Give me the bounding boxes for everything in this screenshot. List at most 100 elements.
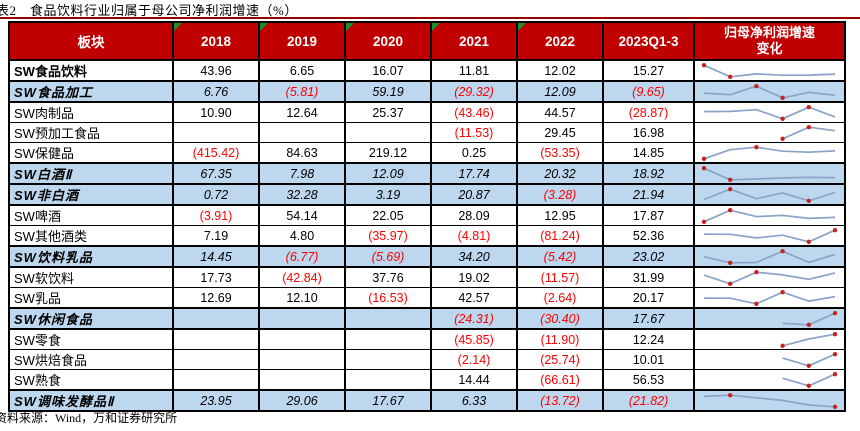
value-cell: (11.57) (516, 266, 604, 288)
value-cell: 21.94 (602, 183, 695, 206)
sparkline-extreme-marker (701, 156, 707, 161)
corner-triangle-icon (261, 24, 268, 31)
sparkline-cell (693, 328, 846, 350)
sparkline-extreme-marker (701, 165, 707, 170)
sparkline-extreme-marker (780, 289, 785, 294)
row-label-cell: SW肉制品 (8, 101, 174, 123)
trend-sparkline (782, 371, 838, 388)
table-title: 表2 食品饮料行业归属于母公司净利润增速（%） (0, 3, 298, 18)
value-cell: 17.74 (430, 162, 518, 185)
sparkline-cell (693, 266, 846, 288)
sparkline-extreme-marker (806, 383, 811, 388)
table-row: SW乳品 12.69 12.10 (16.53) 42.57 (2.64) 20.17 (8, 287, 846, 309)
value-cell: (24.31) (430, 307, 518, 330)
sparkline-extreme-marker (728, 207, 733, 212)
value-cell: 15.27 (602, 59, 695, 82)
table-row: SW食品加工 6.76 (5.81) 59.19 (29.32) 12.09 (9.65) (8, 80, 846, 103)
sparkline-extreme-marker (806, 239, 811, 244)
value-cell (172, 349, 260, 370)
value-cell: 84.63 (258, 142, 346, 164)
column-header-3: 2020 (344, 21, 432, 61)
sparkline-cell (693, 307, 846, 330)
value-cell (172, 328, 260, 350)
table-row: SW烘焙食品 (2.14) (25.74) 10.01 (8, 349, 846, 370)
value-cell (344, 122, 432, 143)
value-cell: 7.19 (172, 225, 260, 247)
sparkline-extreme-marker (780, 95, 785, 100)
value-cell: (415.42) (172, 142, 260, 164)
value-cell: (29.32) (430, 80, 518, 103)
table-body: SW食品饮料 43.96 6.65 16.07 11.81 12.02 15.27 SW食品加… (8, 59, 846, 412)
value-cell: (21.82) (602, 389, 695, 412)
table-row: SW白酒Ⅱ 67.35 7.98 12.09 17.74 20.32 18.92 (8, 162, 846, 185)
value-cell: 29.45 (516, 122, 604, 143)
sparkline-extreme-marker (728, 260, 733, 265)
value-cell: (5.42) (516, 245, 604, 268)
trend-sparkline (701, 207, 836, 224)
sparkline-extreme-marker (728, 392, 733, 397)
value-cell: 10.90 (172, 101, 260, 123)
value-cell: (35.97) (344, 225, 432, 247)
value-cell: (28.87) (602, 101, 695, 123)
value-cell: (25.74) (516, 349, 604, 370)
value-cell: 17.73 (172, 266, 260, 288)
value-cell: 31.99 (602, 266, 695, 288)
table-row: SW预加工食品 (11.53) 29.45 16.98 (8, 122, 846, 143)
value-cell: (2.14) (430, 349, 518, 370)
trend-sparkline (701, 62, 836, 79)
value-cell: 56.53 (602, 369, 695, 391)
row-label-cell: SW啤酒 (8, 204, 174, 226)
sparkline-cell (693, 122, 846, 143)
value-cell: 17.67 (344, 389, 432, 412)
value-cell: 17.87 (602, 204, 695, 226)
sparkline-extreme-marker (806, 104, 811, 109)
value-cell (344, 349, 432, 370)
table-row: SW啤酒 (3.91) 54.14 22.05 28.09 12.95 17.87 (8, 204, 846, 226)
corner-triangle-icon (433, 24, 440, 31)
value-cell (258, 122, 346, 143)
value-cell: 23.02 (602, 245, 695, 268)
value-cell (344, 369, 432, 391)
trend-sparkline (782, 310, 838, 327)
value-cell: 12.10 (258, 287, 346, 309)
sparkline-extreme-marker (728, 281, 733, 286)
value-cell: 20.32 (516, 162, 604, 185)
value-cell: 6.65 (258, 59, 346, 82)
value-cell: 54.14 (258, 204, 346, 226)
value-cell: 34.20 (430, 245, 518, 268)
table-row: SW零食 (45.85) (11.90) 12.24 (8, 328, 846, 350)
value-cell (258, 307, 346, 330)
row-label-cell: SW食品饮料 (8, 59, 174, 82)
row-label-cell: SW调味发酵品Ⅱ (8, 389, 174, 412)
sparkline-cell (693, 162, 846, 185)
row-label-cell: SW烘焙食品 (8, 349, 174, 370)
value-cell: 14.44 (430, 369, 518, 391)
value-cell: (43.46) (430, 101, 518, 123)
sparkline-cell (693, 369, 846, 391)
value-cell: 16.98 (602, 122, 695, 143)
sparkline-cell (693, 245, 846, 268)
row-label-cell: SW食品加工 (8, 80, 174, 103)
table-row: SW肉制品 10.90 12.64 25.37 (43.46) 44.57 (28.87) (8, 101, 846, 123)
sparkline-extreme-marker (754, 83, 759, 88)
value-cell: (13.72) (516, 389, 604, 412)
row-label-cell: SW熟食 (8, 369, 174, 391)
table-row: SW保健品 (415.42) 84.63 219.12 0.25 (53.35) 14.85 (8, 142, 846, 164)
trend-sparkline (703, 392, 838, 409)
value-cell: (4.81) (430, 225, 518, 247)
value-cell: (81.24) (516, 225, 604, 247)
value-cell: 44.57 (516, 101, 604, 123)
sparkline-extreme-marker (832, 404, 838, 409)
value-cell: 6.76 (172, 80, 260, 103)
trend-sparkline (701, 165, 836, 182)
value-cell: 32.28 (258, 183, 346, 206)
sparkline-extreme-marker (832, 331, 838, 336)
sparkline-extreme-marker (806, 322, 811, 327)
value-cell: 6.33 (430, 389, 518, 412)
source-note: 资料来源：Wind，万和证券研究所 (0, 411, 178, 425)
corner-triangle-icon (519, 24, 526, 31)
value-cell: (11.90) (516, 328, 604, 350)
value-cell: (5.81) (258, 80, 346, 103)
value-cell: (53.35) (516, 142, 604, 164)
